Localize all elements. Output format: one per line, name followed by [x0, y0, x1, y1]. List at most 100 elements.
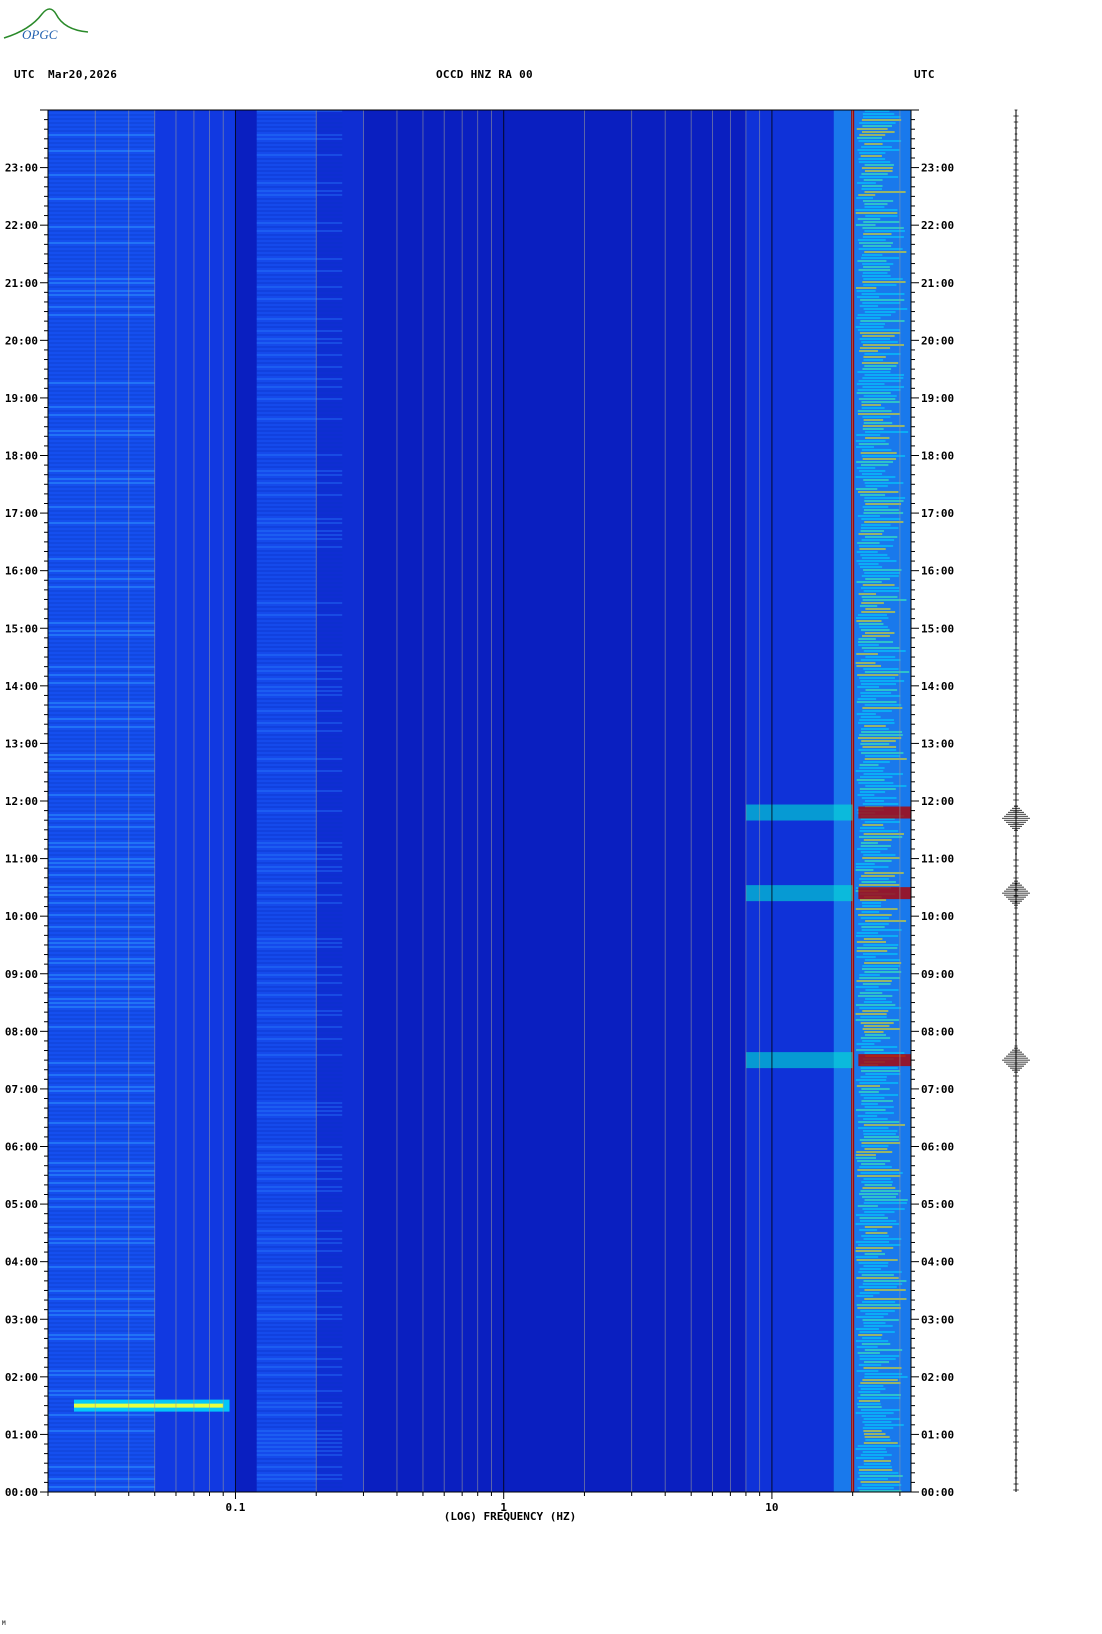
heatmap-cell: [864, 1253, 886, 1255]
heatmap-cell: [856, 665, 882, 667]
heatmap-cell: [856, 779, 885, 781]
heatmap-cell: [863, 1418, 900, 1420]
heatmap-cell: [856, 932, 879, 934]
heatmap-cell: [48, 458, 155, 460]
heatmap-cell: [48, 1238, 155, 1240]
heatmap-cell: [256, 726, 343, 728]
heatmap-cell: [48, 710, 155, 712]
heatmap-cell: [862, 425, 905, 427]
heatmap-cell: [856, 1370, 879, 1372]
heatmap-cell: [256, 910, 343, 912]
heatmap-cell: [48, 958, 155, 960]
heatmap-cell: [256, 1486, 343, 1488]
heatmap-cell: [862, 275, 891, 277]
heatmap-cell: [861, 647, 900, 649]
heatmap-cell: [256, 502, 343, 504]
heatmap-cell: [48, 854, 155, 856]
heatmap-cell: [256, 518, 343, 520]
heatmap-cell: [48, 1190, 155, 1192]
heatmap-cell: [256, 1414, 343, 1416]
heatmap-cell: [48, 370, 155, 372]
heatmap-cell: [861, 740, 896, 742]
heatmap-cell: [256, 626, 343, 628]
heatmap-cell: [48, 614, 155, 616]
heatmap-cell: [860, 1094, 899, 1096]
heatmap-cell: [861, 455, 906, 457]
heatmap-cell: [856, 560, 897, 562]
heatmap-cell: [256, 686, 343, 688]
heatmap-cell: [256, 706, 343, 708]
heatmap-cell: [256, 742, 343, 744]
heatmap-cell: [864, 1226, 893, 1228]
heatmap-cell: [48, 154, 155, 156]
heatmap-cell: [256, 1446, 343, 1448]
heatmap-cell: [861, 473, 883, 475]
heatmap-cell: [48, 526, 155, 528]
heatmap-cell: [858, 1127, 889, 1129]
heatmap-cell: [48, 442, 155, 444]
heatmap-cell: [48, 1366, 155, 1368]
heatmap-cell: [859, 566, 883, 568]
heatmap-cell: [256, 814, 343, 816]
heatmap-cell: [863, 650, 906, 652]
heatmap-cell: [256, 350, 343, 352]
heatmap-cell: [861, 929, 902, 931]
heatmap-cell: [48, 918, 155, 920]
heatmap-cell: [48, 770, 155, 772]
heatmap-cell: [256, 1438, 343, 1440]
heatmap-cell: [860, 1076, 887, 1078]
heatmap-cell: [48, 1194, 155, 1196]
heatmap-cell: [859, 764, 879, 766]
heatmap-cell: [863, 761, 890, 763]
heatmap-cell: [48, 926, 155, 928]
heatmap-cell: [48, 1342, 155, 1344]
heatmap-cell: [862, 302, 901, 304]
heatmap-cell: [256, 674, 343, 676]
heatmap-cell: [861, 683, 897, 685]
heatmap-cell: [862, 953, 898, 955]
heatmap-cell: [48, 1490, 155, 1492]
heatmap-cell: [48, 1022, 155, 1024]
heatmap-cell: [256, 162, 343, 164]
heatmap-cell: [48, 1394, 155, 1396]
heatmap-cell: [864, 962, 902, 964]
heatmap-cell: [48, 1478, 155, 1480]
heatmap-cell: [48, 1434, 155, 1436]
heatmap-cell: [863, 479, 889, 481]
heatmap-cell: [256, 330, 343, 332]
heatmap-cell: [256, 438, 343, 440]
heatmap-cell: [256, 1390, 343, 1392]
heatmap-cell: [48, 1234, 155, 1236]
heatmap-cell: [256, 1134, 343, 1136]
heatmap-cell: [857, 1397, 901, 1399]
heatmap-cell: [865, 578, 890, 580]
event-bands: [73, 804, 911, 1412]
heatmap-cell: [48, 610, 155, 612]
heatmap-cell: [48, 202, 155, 204]
heatmap-cell: [864, 572, 900, 574]
y-tick-label-right: 02:00: [921, 1371, 954, 1384]
heatmap-cell: [861, 602, 884, 604]
heatmap-cell: [861, 902, 882, 904]
heatmap-cell: [861, 611, 896, 613]
heatmap-cell: [48, 234, 155, 236]
heatmap-cell: [256, 682, 343, 684]
heatmap-cell: [48, 1446, 155, 1448]
heatmap-cell: [856, 956, 876, 958]
heatmap-cell: [48, 690, 155, 692]
heatmap-cell: [48, 1354, 155, 1356]
heatmap-cell: [48, 1278, 155, 1280]
heatmap-cell: [48, 418, 155, 420]
station-title: OCCD HNZ RA 00: [436, 68, 533, 81]
heatmap-cell: [256, 474, 343, 476]
heatmap-cell: [256, 334, 343, 336]
heatmap-cell: [48, 438, 155, 440]
heatmap-cell: [256, 646, 343, 648]
y-tick-label-left: 04:00: [5, 1256, 38, 1269]
heatmap-cell: [48, 930, 155, 932]
heatmap-cell: [256, 1006, 343, 1008]
heatmap-cell: [256, 1230, 343, 1232]
heatmap-cell: [256, 610, 343, 612]
heatmap-cell: [256, 806, 343, 808]
heatmap-cell: [864, 206, 885, 208]
